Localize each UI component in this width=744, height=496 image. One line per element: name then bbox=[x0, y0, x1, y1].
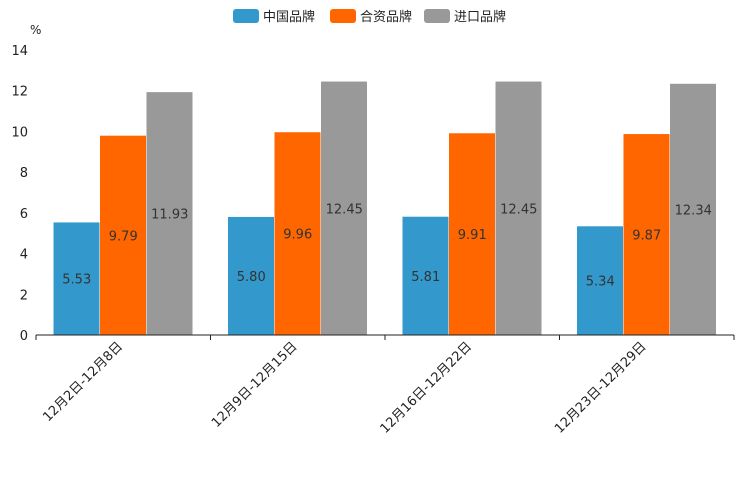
bars-group bbox=[53, 81, 716, 336]
y-tick-label: 12 bbox=[11, 85, 28, 100]
bar-value-label: 12.34 bbox=[675, 203, 712, 218]
bar bbox=[402, 216, 449, 335]
bar-value-label: 9.96 bbox=[283, 228, 312, 243]
bar-value-label: 9.87 bbox=[632, 229, 661, 244]
bar bbox=[449, 133, 495, 335]
legend-label: 进口品牌 bbox=[454, 9, 506, 25]
bar bbox=[670, 83, 716, 336]
bar bbox=[228, 216, 274, 335]
legend-item[interactable]: 进口品牌 bbox=[424, 9, 506, 25]
x-axis-category-label: 12月16日-12月22日 bbox=[378, 339, 475, 436]
bar-value-label: 12.45 bbox=[500, 202, 537, 217]
legend-item[interactable]: 中国品牌 bbox=[233, 9, 315, 25]
y-tick-label: 10 bbox=[11, 125, 28, 140]
bar-value-label: 5.81 bbox=[411, 270, 440, 285]
bar-value-label: 9.79 bbox=[109, 229, 138, 244]
bar bbox=[321, 81, 367, 335]
bar-value-label: 11.93 bbox=[151, 208, 188, 223]
x-axis-category-label: 12月9日-12月15日 bbox=[209, 339, 301, 431]
bar-value-label: 5.34 bbox=[586, 275, 615, 290]
bar bbox=[53, 222, 100, 335]
x-axis-category-label: 12月2日-12月8日 bbox=[40, 339, 126, 425]
bar bbox=[577, 226, 623, 335]
legend-swatch bbox=[424, 9, 450, 23]
bar bbox=[495, 81, 542, 335]
x-axis-category-labels: 12月2日-12月8日 12月9日-12月15日 12月16日-12月22日 12月2… bbox=[40, 339, 649, 436]
bar bbox=[146, 92, 193, 335]
legend-label: 合资品牌 bbox=[360, 9, 412, 25]
x-axis-category-label: 12月23日-12月29日 bbox=[552, 339, 649, 436]
y-tick-label: 6 bbox=[20, 207, 28, 222]
y-tick-label: 14 bbox=[11, 44, 28, 59]
legend-item[interactable]: 合资品牌 bbox=[330, 9, 412, 25]
bar-value-label: 9.91 bbox=[458, 228, 487, 243]
bar bbox=[623, 134, 670, 335]
bar-value-label: 5.53 bbox=[62, 273, 91, 288]
bar-value-label: 12.45 bbox=[326, 202, 363, 217]
bar bbox=[100, 135, 146, 335]
legend-swatch bbox=[330, 9, 356, 23]
y-tick-label: 4 bbox=[20, 248, 28, 263]
bar bbox=[274, 132, 321, 335]
legend-label: 中国品牌 bbox=[263, 9, 315, 25]
data-labels: 5.53 9.79 11.93 5.80 9.96 12.45 5.81 9.91 12.45 5… bbox=[62, 202, 712, 289]
legend: 中国品牌 合资品牌 进口品牌 bbox=[233, 9, 506, 25]
y-axis-unit-label: % bbox=[30, 23, 41, 37]
x-axis bbox=[35, 334, 735, 340]
y-tick-label: 0 bbox=[20, 329, 28, 344]
legend-swatch bbox=[233, 9, 259, 23]
y-tick-label: 8 bbox=[20, 166, 28, 181]
y-tick-label: 2 bbox=[20, 288, 28, 303]
bar-value-label: 5.80 bbox=[237, 270, 266, 285]
y-axis-ticks: 0 2 4 6 8 10 12 14 bbox=[11, 44, 28, 344]
